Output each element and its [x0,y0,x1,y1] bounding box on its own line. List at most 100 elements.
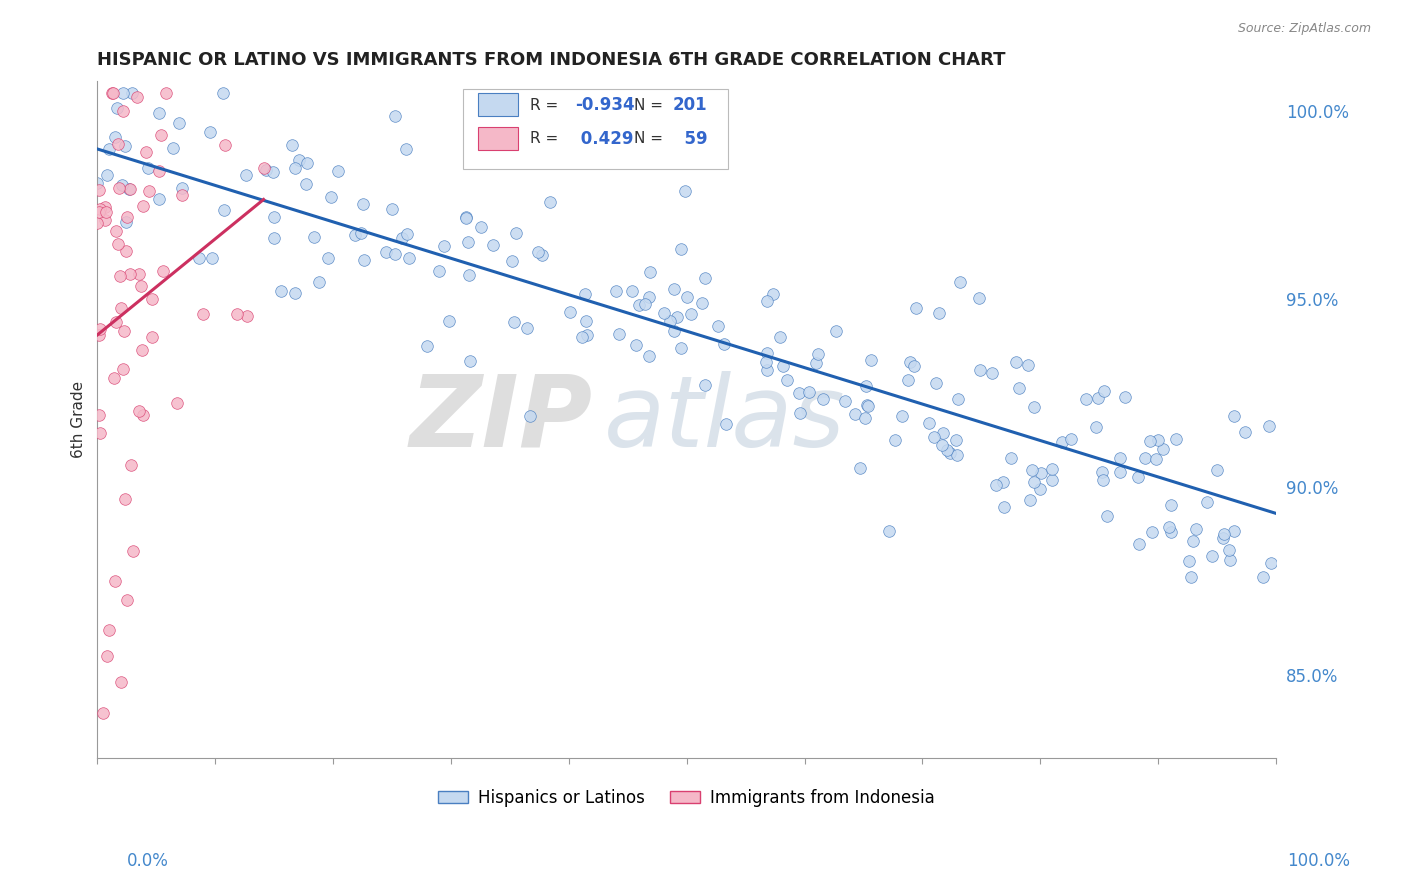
Point [1142,524,1164,539]
Point [1178,554,1201,568]
Point [107,237,129,252]
Point [825,324,848,338]
Point [482,238,505,252]
Point [381,202,404,217]
Point [302,229,325,244]
Text: atlas: atlas [605,371,846,468]
Point [344,228,367,243]
Point [308,275,330,289]
Point [132,199,155,213]
Point [890,409,912,423]
Point [129,278,152,293]
Point [96,169,118,183]
FancyBboxPatch shape [478,127,519,150]
Point [148,192,170,206]
Text: 59: 59 [672,130,707,148]
Point [1164,432,1187,446]
Point [270,284,292,298]
Point [918,417,941,431]
Point [93,213,115,227]
Text: N =: N = [634,131,662,146]
Point [225,307,247,321]
Point [776,373,799,387]
Point [769,330,792,344]
Point [1094,384,1116,398]
Point [316,251,339,265]
Point [804,356,827,370]
Point [946,448,969,462]
Point [571,330,593,344]
Point [89,321,111,335]
Point [1184,522,1206,536]
Point [121,544,143,558]
Point [101,86,124,100]
Point [120,267,142,281]
Point [263,231,285,245]
Point [1092,474,1115,488]
Point [288,153,311,167]
Point [1212,532,1234,546]
Point [1147,434,1170,448]
Point [877,524,900,538]
Point [110,301,132,316]
Point [1260,556,1282,570]
Point [1206,462,1229,476]
Point [948,275,970,289]
Point [321,190,343,204]
Point [128,403,150,417]
Point [148,106,170,120]
Point [676,290,699,304]
Point [284,285,307,300]
Point [1180,570,1202,584]
Point [1087,391,1109,405]
Point [103,371,125,385]
Point [91,706,114,720]
Point [1233,425,1256,440]
Point [575,313,598,327]
Point [922,429,945,443]
Point [395,227,418,241]
Point [86,216,108,230]
Point [984,477,1007,491]
Point [1022,401,1045,415]
Point [128,267,150,281]
Point [384,110,406,124]
Point [640,265,662,279]
Point [458,354,481,368]
Point [131,343,153,357]
Point [1040,473,1063,487]
FancyBboxPatch shape [463,89,728,169]
Y-axis label: 6th Grade: 6th Grade [72,381,86,458]
Point [107,136,129,151]
Point [638,290,661,304]
Point [526,244,548,259]
Point [1018,492,1040,507]
Point [201,251,224,265]
Point [110,675,132,690]
Point [1091,465,1114,479]
Point [1040,462,1063,476]
Point [398,251,420,265]
Text: HISPANIC OR LATINO VS IMMIGRANTS FROM INDONESIA 6TH GRADE CORRELATION CHART: HISPANIC OR LATINO VS IMMIGRANTS FROM IN… [97,51,1005,69]
Point [789,386,811,401]
Point [806,347,828,361]
Point [456,211,478,225]
Point [538,194,561,209]
Point [673,184,696,198]
Point [1000,450,1022,465]
Point [844,407,866,421]
Point [252,161,274,175]
Point [1060,432,1083,446]
Point [1160,498,1182,512]
Point [110,178,132,193]
Point [1029,482,1052,496]
Point [607,327,630,342]
Point [1109,465,1132,479]
Point [932,425,955,440]
Point [695,378,717,392]
Point [706,318,728,333]
Point [395,142,418,156]
Point [105,101,128,115]
Point [1139,434,1161,449]
Point [169,116,191,130]
